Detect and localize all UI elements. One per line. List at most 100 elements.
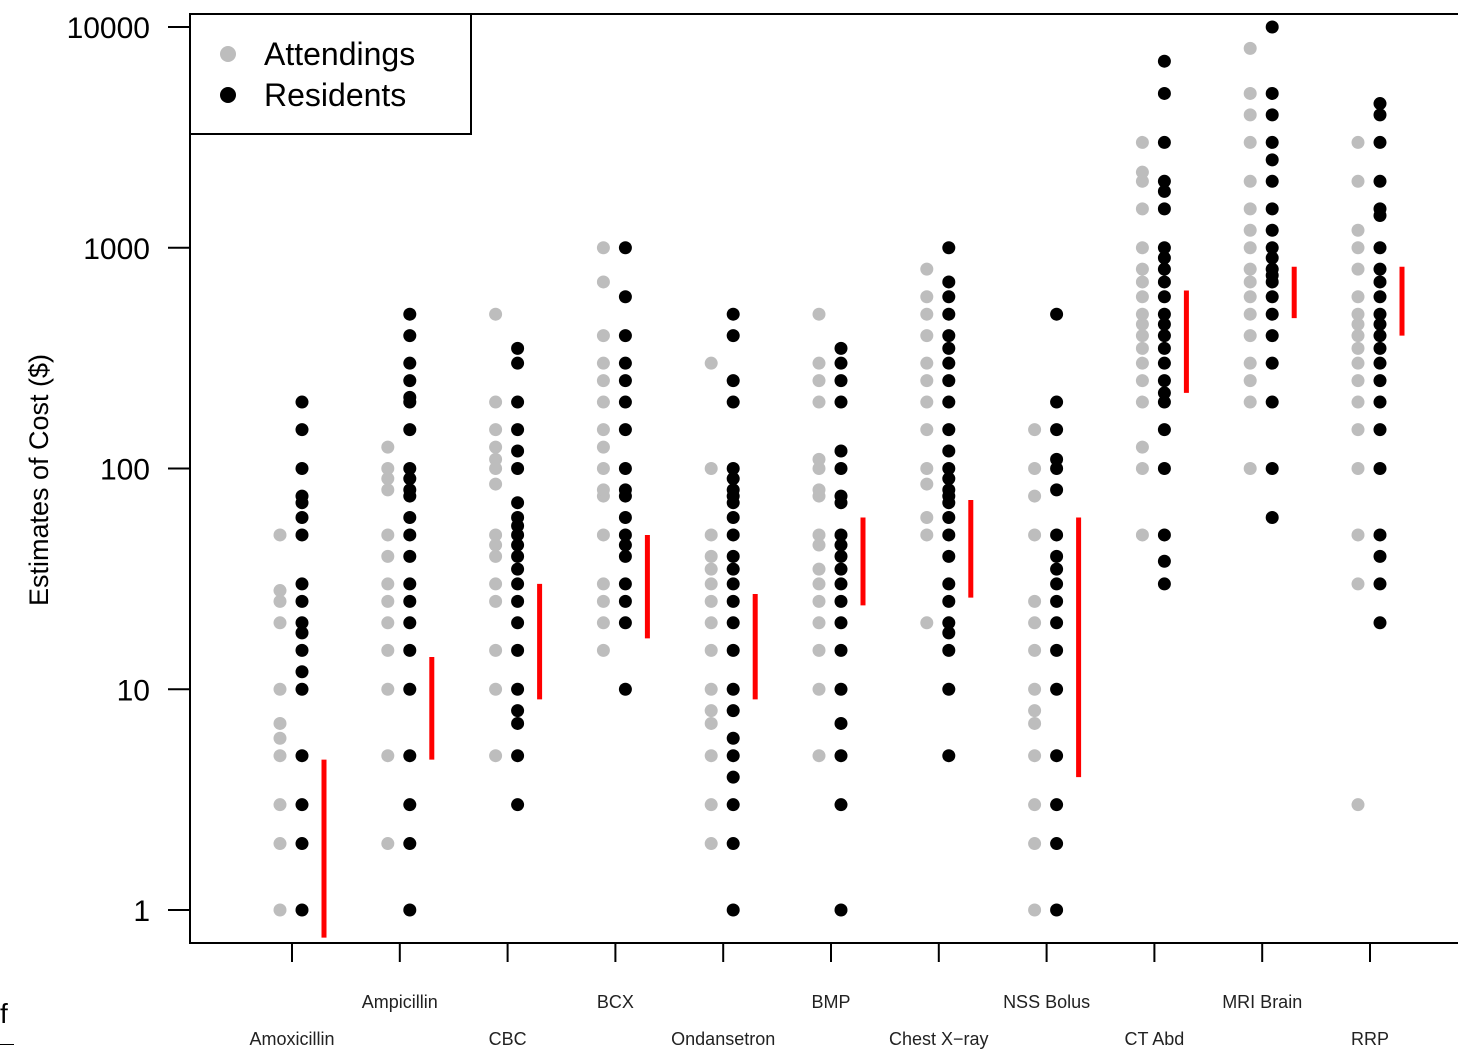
resident-point [726, 562, 740, 576]
resident-point [726, 798, 740, 812]
attending-point [920, 528, 934, 542]
attending-point [1243, 462, 1257, 475]
resident-point [1050, 423, 1064, 437]
x-tick-label: RRP [1351, 1029, 1389, 1049]
resident-point [942, 616, 956, 630]
attending-point [704, 594, 718, 608]
resident-point [834, 341, 848, 355]
attending-point [920, 307, 934, 321]
resident-point [1373, 462, 1387, 475]
x-tick-label: CBC [489, 1029, 527, 1049]
legend-box [189, 13, 472, 135]
attending-point [920, 329, 934, 343]
resident-point [726, 307, 740, 321]
attending-point [273, 716, 287, 730]
attending-point [1028, 616, 1042, 630]
resident-point [1373, 135, 1387, 149]
resident-point [295, 510, 309, 524]
resident-point [403, 307, 417, 321]
resident-point [1373, 616, 1387, 630]
resident-point [834, 749, 848, 763]
attending-point [704, 577, 718, 591]
resident-point [1265, 290, 1279, 304]
attending-point [812, 528, 826, 542]
resident-point [618, 395, 632, 409]
resident-point [1157, 262, 1171, 276]
attending-point [381, 594, 395, 608]
attending-point [1243, 329, 1257, 343]
resident-point [1373, 174, 1387, 188]
attending-point [704, 356, 718, 370]
attending-point [812, 462, 826, 475]
resident-point [726, 837, 740, 851]
resident-point [1157, 135, 1171, 149]
attending-point [812, 643, 826, 657]
attending-point [1351, 307, 1365, 321]
resident-point [1157, 341, 1171, 355]
attending-point [1028, 489, 1042, 503]
attending-point [704, 562, 718, 576]
resident-point [1373, 528, 1387, 542]
attending-point [489, 307, 503, 321]
x-tick-label: Chest X−ray [889, 1029, 989, 1049]
resident-point [834, 616, 848, 630]
plot-frame [189, 13, 1458, 944]
attending-point [1135, 262, 1149, 276]
attending-point [704, 704, 718, 718]
attending-point [489, 423, 503, 437]
attending-point [273, 798, 287, 812]
resident-point [1265, 153, 1279, 167]
attending-point [1351, 395, 1365, 409]
resident-point [942, 395, 956, 409]
attending-point [704, 798, 718, 812]
resident-point [1157, 317, 1171, 331]
resident-point [834, 462, 848, 475]
resident-point [511, 798, 525, 812]
resident-point [942, 549, 956, 563]
resident-point [618, 528, 632, 542]
resident-point [942, 341, 956, 355]
resident-point [1050, 307, 1064, 321]
stray-underline [0, 1044, 14, 1045]
resident-point [1050, 462, 1064, 475]
attending-point [489, 594, 503, 608]
resident-point [511, 423, 525, 437]
attending-point [1351, 262, 1365, 276]
resident-point [726, 616, 740, 630]
attending-point [704, 643, 718, 657]
resident-point [726, 462, 740, 475]
resident-point [1050, 643, 1064, 657]
resident-point [1265, 251, 1279, 265]
attending-point [920, 510, 934, 524]
attending-point [1351, 423, 1365, 437]
attending-point [489, 549, 503, 563]
x-tick-label: Amoxicillin [249, 1029, 334, 1049]
attending-point [1135, 356, 1149, 370]
resident-point [403, 682, 417, 696]
resident-point [942, 290, 956, 304]
attending-point [273, 616, 287, 630]
resident-point [834, 538, 848, 552]
resident-point [403, 903, 417, 917]
resident-point [511, 549, 525, 563]
attending-point [1135, 462, 1149, 475]
attending-point [1243, 86, 1257, 100]
resident-point [295, 395, 309, 409]
attending-point [381, 643, 395, 657]
resident-point [834, 528, 848, 542]
attending-point [1351, 290, 1365, 304]
resident-point [1157, 251, 1171, 265]
resident-point [834, 594, 848, 608]
resident-point [726, 731, 740, 745]
attending-point [381, 577, 395, 591]
resident-point [618, 549, 632, 563]
attending-point [1243, 275, 1257, 289]
resident-point [1265, 135, 1279, 149]
resident-point [511, 749, 525, 763]
resident-point [618, 577, 632, 591]
resident-point [942, 626, 956, 640]
attending-point [596, 374, 610, 388]
resident-point [942, 356, 956, 370]
resident-point [1373, 290, 1387, 304]
resident-point [511, 462, 525, 475]
